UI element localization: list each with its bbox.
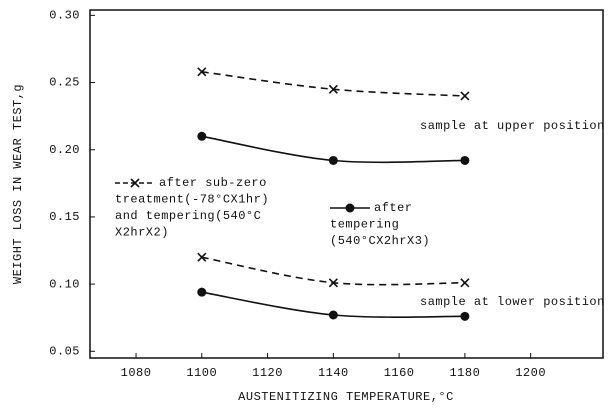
marker-dot	[197, 131, 207, 141]
series-line	[201, 256, 465, 286]
marker	[460, 278, 470, 288]
y-tick-label: 0.10	[49, 277, 80, 291]
y-tick-label: 0.25	[49, 76, 80, 90]
marker	[197, 252, 207, 262]
marker-x	[197, 67, 207, 77]
legend-label: after sub-zero treatment(-78°CX1hr) and te…	[115, 176, 269, 240]
legend-entry: after tempering (540°CX2hrX3)	[330, 201, 430, 248]
legend-marker	[130, 178, 140, 188]
y-tick-label: 0.15	[49, 210, 80, 224]
marker	[328, 84, 338, 94]
marker-x	[460, 91, 470, 101]
x-tick-label: 1160	[384, 366, 415, 380]
legend-marker	[345, 203, 355, 213]
annotation: sample at upper position	[420, 119, 605, 133]
y-axis-label: WEIGHT LOSS IN WEAR TEST,g	[11, 84, 25, 284]
x-tick-label: 1140	[318, 366, 349, 380]
legend-entry: after sub-zero treatment(-78°CX1hr) and te…	[115, 176, 269, 240]
x-tick-label: 1100	[186, 366, 217, 380]
y-tick-label: 0.05	[49, 344, 80, 358]
marker-x	[197, 252, 207, 262]
marker-dot	[460, 155, 470, 165]
y-tick-label: 0.30	[49, 9, 80, 23]
marker-x	[328, 84, 338, 94]
y-tick-label: 0.20	[49, 143, 80, 157]
series-line	[201, 71, 465, 97]
marker-x	[460, 278, 470, 288]
marker-dot	[328, 310, 338, 320]
marker	[460, 91, 470, 101]
x-tick-label: 1200	[515, 366, 546, 380]
marker-x	[328, 278, 338, 288]
marker-dot	[328, 155, 338, 165]
plot-frame	[89, 9, 604, 359]
marker	[197, 67, 207, 77]
legend-label: after tempering (540°CX2hrX3)	[330, 201, 430, 248]
x-axis-label: AUSTENITIZING TEMPERATURE,°C	[238, 390, 454, 404]
x-tick-label: 1180	[449, 366, 480, 380]
annotation: sample at lower position	[420, 295, 605, 309]
marker-dot	[197, 287, 207, 297]
x-tick-label: 1080	[121, 366, 152, 380]
marker-dot	[460, 311, 470, 321]
x-tick-label: 1120	[252, 366, 283, 380]
marker	[328, 278, 338, 288]
